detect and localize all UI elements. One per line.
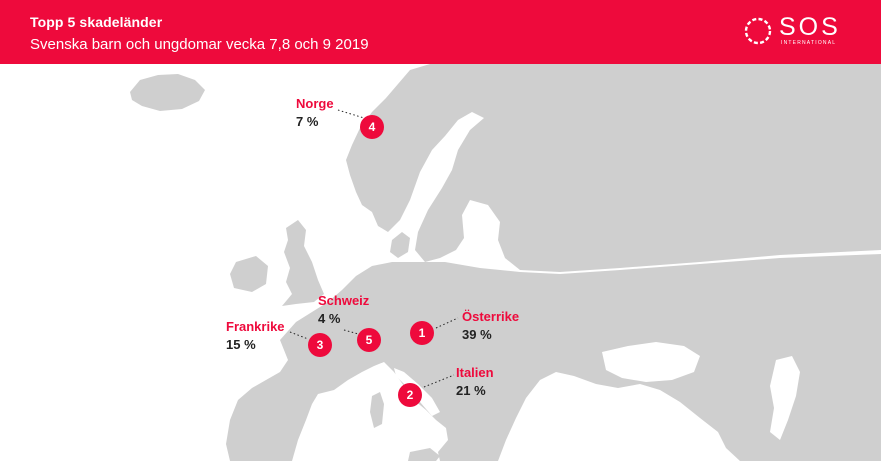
- rank-marker-norge[interactable]: 4: [360, 115, 384, 139]
- leader-osterrike: [435, 317, 459, 329]
- country-percent: 39 %: [462, 327, 492, 342]
- label-italien: Italien 21 %: [456, 365, 494, 398]
- chart-subtitle: Svenska barn och ungdomar vecka 7,8 och …: [30, 36, 369, 53]
- country-name: Frankrike: [226, 319, 285, 334]
- header-bar: Topp 5 skadeländer Svenska barn och ungd…: [0, 0, 881, 64]
- country-name: Norge: [296, 96, 334, 111]
- country-name: Österrike: [462, 309, 520, 324]
- sardinia-shape: [370, 392, 384, 428]
- label-frankrike: Frankrike 15 %: [226, 319, 285, 352]
- country-percent: 4 %: [318, 311, 341, 326]
- logo-ring-icon: [744, 17, 772, 45]
- ireland-shape: [230, 256, 268, 292]
- label-schweiz: Schweiz 4 %: [318, 293, 369, 326]
- label-osterrike: Österrike 39 %: [462, 309, 519, 342]
- sicily-shape: [408, 448, 440, 461]
- sos-logo: SOS INTERNATIONAL: [743, 13, 853, 48]
- denmark-shape: [390, 232, 410, 258]
- logo-wordmark: SOS: [779, 13, 841, 41]
- leader-schweiz: [343, 329, 363, 336]
- great-britain-shape: [282, 220, 324, 306]
- country-percent: 21 %: [456, 383, 486, 398]
- continental-europe-shape: [226, 254, 881, 461]
- logo-tagline: INTERNATIONAL: [781, 40, 837, 46]
- label-norge: Norge 7 %: [296, 96, 334, 129]
- leader-norge: [337, 109, 365, 119]
- iceland-shape: [130, 74, 205, 111]
- country-name: Italien: [456, 365, 494, 380]
- leader-frankrike: [289, 331, 309, 340]
- rank-marker-schweiz[interactable]: 5: [357, 328, 381, 352]
- black-sea-shape: [602, 342, 700, 382]
- rank-marker-osterrike[interactable]: 1: [410, 321, 434, 345]
- country-percent: 15 %: [226, 337, 256, 352]
- europe-map: [130, 64, 881, 461]
- country-name: Schweiz: [318, 293, 370, 308]
- rank-marker-frankrike[interactable]: 3: [308, 333, 332, 357]
- country-percent: 7 %: [296, 114, 319, 129]
- chart-title: Topp 5 skadeländer: [30, 14, 163, 30]
- caspian-sea-shape: [770, 356, 800, 440]
- rank-marker-italien[interactable]: 2: [398, 383, 422, 407]
- leader-italien: [423, 374, 455, 388]
- scandinavia-shape: [346, 64, 881, 272]
